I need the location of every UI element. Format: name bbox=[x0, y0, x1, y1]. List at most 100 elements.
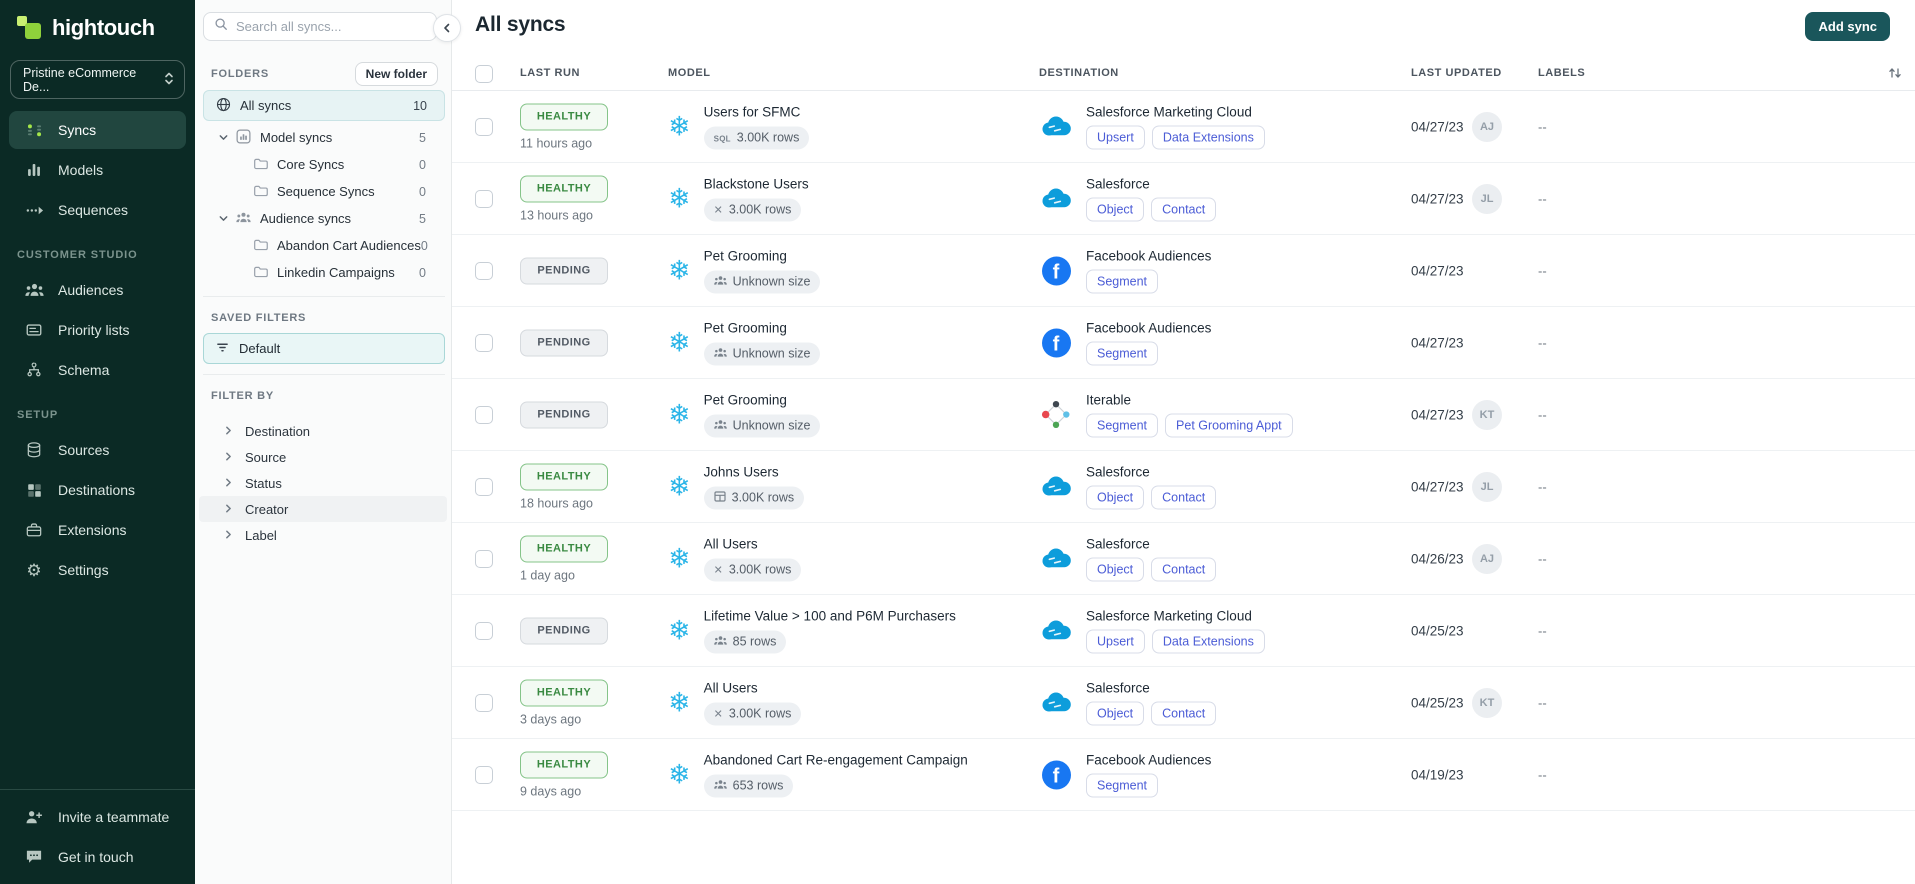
model-info: Pet Grooming Unknown size bbox=[703, 320, 821, 365]
filter-by-status[interactable]: Status bbox=[199, 470, 447, 496]
model-size: Unknown size bbox=[732, 274, 811, 289]
row-checkbox[interactable] bbox=[475, 405, 493, 424]
collapse-sidebar-button[interactable] bbox=[433, 14, 461, 42]
folder-item-sequence-syncs[interactable]: Sequence Syncs 0 bbox=[203, 178, 445, 205]
filter-by-creator[interactable]: Creator bbox=[199, 496, 447, 522]
model-x-icon: ✕ bbox=[713, 564, 723, 577]
folder-item-audience-syncs[interactable]: Audience syncs 5 bbox=[203, 205, 445, 232]
extensions-icon bbox=[23, 521, 45, 539]
destination-cell: f Facebook Audiences Segment bbox=[1039, 752, 1211, 797]
filter-by-label: Label bbox=[245, 527, 277, 543]
sync-row[interactable]: HEALTHY 11 hours ago ❄ Users for SFMC SQL 3.0… bbox=[452, 91, 1915, 163]
chevron-up-down-icon bbox=[164, 71, 174, 89]
sidebar-item-syncs[interactable]: Syncs bbox=[9, 111, 186, 149]
sidebar-item-get-in-touch[interactable]: Get in touch bbox=[9, 838, 186, 876]
model-name: Pet Grooming bbox=[703, 248, 787, 263]
model-name: All Users bbox=[703, 536, 758, 551]
model-size-pill: Unknown size bbox=[703, 414, 821, 437]
row-checkbox[interactable] bbox=[475, 765, 493, 784]
sync-row[interactable]: PENDING ❄ Pet Grooming Unknown size Iterable… bbox=[452, 379, 1915, 451]
select-all-checkbox[interactable] bbox=[475, 65, 493, 83]
sync-row[interactable]: HEALTHY 1 day ago ❄ All Users ✕ 3.00K rows Sal… bbox=[452, 523, 1915, 595]
facebook-icon: f bbox=[1039, 328, 1073, 357]
row-checkbox[interactable] bbox=[475, 477, 493, 496]
last-updated-date: 04/19/23 bbox=[1411, 767, 1464, 782]
sync-row[interactable]: HEALTHY 18 hours ago ❄ Johns Users 3.00K row… bbox=[452, 451, 1915, 523]
chevron-down-icon[interactable] bbox=[216, 213, 230, 224]
snowflake-icon: ❄ bbox=[668, 615, 691, 645]
row-checkbox[interactable] bbox=[475, 261, 493, 280]
folder-item-core-syncs[interactable]: Core Syncs 0 bbox=[203, 151, 445, 178]
sidebar-item-audiences[interactable]: Audiences bbox=[9, 271, 186, 309]
filter-by-label: Status bbox=[245, 475, 282, 491]
last-updated-date: 04/27/23 bbox=[1411, 263, 1464, 278]
model-info: All Users ✕ 3.00K rows bbox=[703, 680, 802, 725]
folder-item-count: 0 bbox=[419, 184, 426, 199]
sidebar-item-sequences[interactable]: Sequences bbox=[9, 191, 186, 229]
saved-filter-default[interactable]: Default bbox=[203, 333, 445, 364]
iterable-icon bbox=[1039, 400, 1073, 430]
model-size: 3.00K rows bbox=[728, 562, 792, 577]
model-info: Lifetime Value > 100 and P6M Purchasers 8… bbox=[703, 608, 956, 653]
filter-by-destination[interactable]: Destination bbox=[199, 418, 447, 444]
row-checkbox[interactable] bbox=[475, 333, 493, 352]
sidebar-item-schema[interactable]: Schema bbox=[9, 351, 186, 389]
destination-tags: Segment bbox=[1086, 341, 1211, 365]
destination-tag: Object bbox=[1086, 557, 1145, 581]
search-input[interactable]: Search all syncs... bbox=[203, 12, 437, 41]
row-checkbox[interactable] bbox=[475, 189, 493, 208]
sync-row[interactable]: HEALTHY 3 days ago ❄ All Users ✕ 3.00K rows Sa… bbox=[452, 667, 1915, 739]
model-cell: ❄ Blackstone Users ✕ 3.00K rows bbox=[668, 176, 809, 221]
column-header-model: MODEL bbox=[668, 66, 711, 79]
sync-row[interactable]: PENDING ❄ Pet Grooming Unknown size f Faceboo… bbox=[452, 307, 1915, 379]
sidebar-item-extensions[interactable]: Extensions bbox=[9, 511, 186, 549]
table-header: LAST RUN MODEL DESTINATION LAST UPDATED … bbox=[452, 55, 1915, 91]
sync-row[interactable]: HEALTHY 9 days ago ❄ Abandoned Cart Re-enga… bbox=[452, 739, 1915, 811]
add-sync-button[interactable]: Add sync bbox=[1805, 12, 1890, 41]
folder-item-all-syncs[interactable]: All syncs 10 bbox=[203, 90, 445, 121]
sidebar-item-invite-a-teammate[interactable]: Invite a teammate bbox=[9, 798, 186, 836]
folder-item-label: Model syncs bbox=[260, 130, 333, 145]
model-x-icon: ✕ bbox=[713, 708, 723, 721]
sidebar-item-settings[interactable]: ⚙ Settings bbox=[9, 551, 186, 589]
folder-tree: All syncs 10 Model syncs 5 Core Syncs 0 Sequen… bbox=[195, 90, 451, 286]
sidebar-item-sources[interactable]: Sources bbox=[9, 431, 186, 469]
labels-value: -- bbox=[1538, 623, 1547, 638]
last-run-cell: PENDING bbox=[520, 617, 608, 644]
folder-item-model-syncs[interactable]: Model syncs 5 bbox=[203, 124, 445, 151]
column-header-last-run: LAST RUN bbox=[520, 66, 581, 79]
model-name: Johns Users bbox=[703, 464, 779, 479]
new-folder-button[interactable]: New folder bbox=[354, 62, 438, 86]
sidebar-item-models[interactable]: Models bbox=[9, 151, 186, 189]
filter-by-source[interactable]: Source bbox=[199, 444, 447, 470]
filter-by-label[interactable]: Label bbox=[199, 522, 447, 548]
labels-value: -- bbox=[1538, 479, 1547, 494]
workspace-selector[interactable]: Pristine eCommerce De... bbox=[10, 60, 185, 99]
sort-icon[interactable] bbox=[1888, 66, 1902, 85]
row-checkbox[interactable] bbox=[475, 693, 493, 712]
sync-row[interactable]: PENDING ❄ Pet Grooming Unknown size f Faceboo… bbox=[452, 235, 1915, 307]
destination-tags: Object Contact bbox=[1086, 485, 1217, 509]
status-badge: HEALTHY bbox=[520, 463, 608, 490]
folder-item-count: 5 bbox=[419, 130, 426, 145]
last-run-time: 9 days ago bbox=[520, 784, 582, 798]
sync-table-body: HEALTHY 11 hours ago ❄ Users for SFMC SQL 3.0… bbox=[452, 91, 1915, 811]
destination-info: Facebook Audiences Segment bbox=[1086, 320, 1211, 365]
sync-row[interactable]: HEALTHY 13 hours ago ❄ Blackstone Users ✕ 3.0… bbox=[452, 163, 1915, 235]
destination-tag: Data Extensions bbox=[1151, 629, 1265, 653]
folder-item-abandon-cart-audiences[interactable]: Abandon Cart Audiences 0 bbox=[203, 232, 445, 259]
destination-cell: Salesforce Marketing Cloud Upsert Data Ext… bbox=[1039, 608, 1265, 653]
column-header-destination: DESTINATION bbox=[1039, 66, 1119, 79]
sync-row[interactable]: PENDING ❄ Lifetime Value > 100 and P6M Pur… bbox=[452, 595, 1915, 667]
labels-value: -- bbox=[1538, 263, 1547, 278]
filter-by-list: Destination Source Status Creator Label bbox=[195, 418, 451, 548]
destination-tag: Upsert bbox=[1086, 125, 1145, 149]
folder-item-linkedin-campaigns[interactable]: Linkedin Campaigns 0 bbox=[203, 259, 445, 286]
row-checkbox[interactable] bbox=[475, 621, 493, 640]
sidebar-item-priority-lists[interactable]: Priority lists bbox=[9, 311, 186, 349]
sidebar-item-destinations[interactable]: Destinations bbox=[9, 471, 186, 509]
chevron-down-icon[interactable] bbox=[216, 132, 230, 143]
row-checkbox[interactable] bbox=[475, 117, 493, 136]
last-updated-date: 04/27/23 bbox=[1411, 479, 1464, 494]
row-checkbox[interactable] bbox=[475, 549, 493, 568]
